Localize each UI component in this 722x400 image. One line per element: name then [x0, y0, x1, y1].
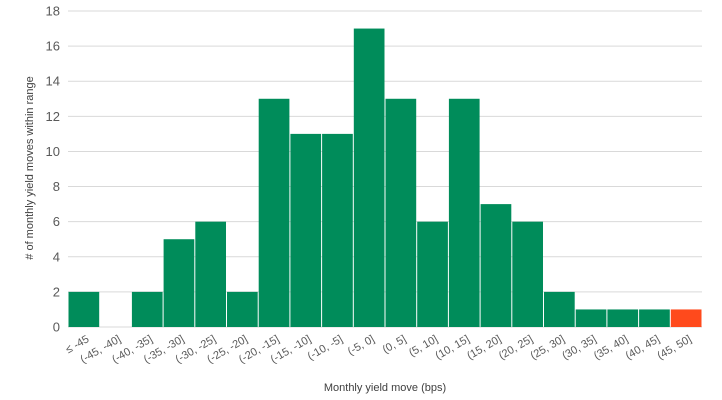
bar-9	[353, 28, 385, 328]
y-tick-label: 8	[53, 179, 60, 194]
y-tick-label: 2	[53, 284, 60, 299]
x-tick-label: (30, 35]	[560, 333, 598, 362]
x-tick-label: (-10, -5]	[306, 333, 345, 363]
x-tick-label: (-5, 0]	[346, 333, 377, 358]
x-tick-label: (0, 5]	[381, 333, 409, 356]
x-tick-label: (35, 40]	[592, 333, 630, 362]
bar-5	[227, 291, 258, 327]
x-axis-title: Monthly yield move (bps)	[324, 382, 446, 394]
y-axis-title: # of monthly yield moves within range	[24, 76, 36, 259]
bar-16	[575, 309, 607, 327]
bar-14	[512, 221, 543, 327]
x-tick-label: (10, 15]	[433, 333, 471, 362]
bar-10	[385, 98, 417, 328]
bar-13	[480, 204, 512, 327]
y-tick-label: 16	[46, 39, 60, 54]
bar-2	[131, 291, 163, 327]
x-tick-label: (15, 20]	[465, 333, 503, 362]
bar-11	[417, 221, 448, 327]
bar-7	[290, 133, 322, 327]
bar-8	[322, 133, 353, 327]
bar-4	[195, 221, 226, 327]
bar-3	[163, 239, 195, 327]
y-tick-label: 14	[46, 74, 60, 89]
y-tick-label: 6	[53, 214, 60, 229]
x-tick-labels: ≤ -45(-45, -40](-40, -35](-35, -30](-30,…	[64, 333, 694, 366]
y-tick-label: 4	[53, 249, 60, 264]
gridlines	[68, 10, 702, 328]
x-tick-label: (25, 30]	[529, 333, 567, 362]
y-tick-label: 12	[46, 109, 60, 124]
x-tick-label: (40, 45]	[624, 333, 662, 362]
x-tick-label: (20, 25]	[497, 333, 535, 362]
y-tick-label: 18	[46, 4, 60, 19]
bars	[68, 28, 702, 328]
y-tick-label: 10	[46, 144, 60, 159]
bar-18	[639, 309, 670, 327]
x-tick-label: (45, 50]	[655, 333, 693, 362]
bar-15	[544, 291, 575, 327]
bar-12	[448, 98, 480, 328]
bar-6	[258, 98, 290, 328]
y-tick-labels: 0 2 4 6 8 10 12 14 16 18	[46, 4, 60, 335]
bar-19	[670, 309, 702, 327]
y-tick-label: 0	[53, 320, 60, 335]
bar-17	[607, 309, 639, 327]
bar-0	[68, 291, 100, 327]
